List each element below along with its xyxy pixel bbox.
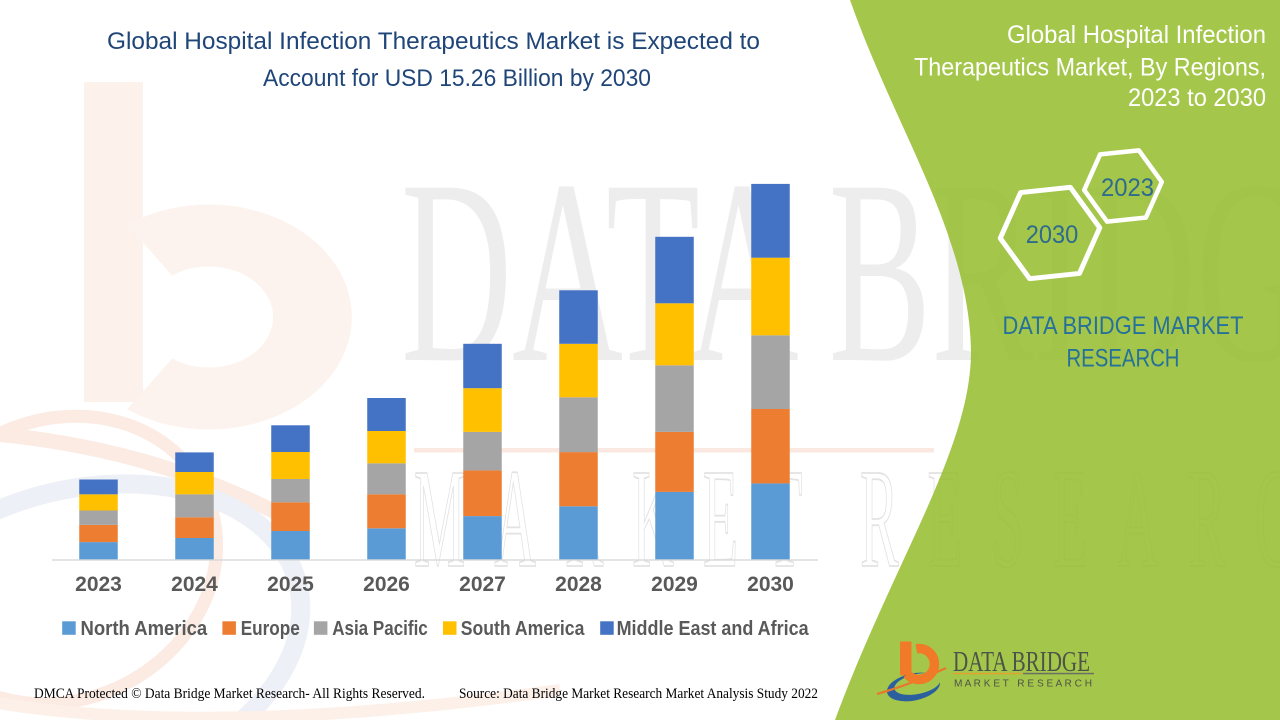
svg-text:2026: 2026	[363, 573, 410, 596]
svg-text:Europe: Europe	[241, 618, 300, 640]
svg-text:Global Hospital Infection: Global Hospital Infection	[1007, 21, 1266, 49]
svg-text:Middle East and Africa: Middle East and Africa	[617, 618, 810, 640]
svg-text:Asia Pacific: Asia Pacific	[332, 618, 428, 640]
svg-text:2030: 2030	[1026, 221, 1079, 249]
svg-text:2023: 2023	[75, 573, 122, 596]
svg-text:North America: North America	[81, 618, 209, 640]
svg-text:2025: 2025	[267, 573, 314, 596]
svg-text:2024: 2024	[171, 573, 218, 596]
svg-text:Therapeutics Market, By Region: Therapeutics Market, By Regions,	[914, 54, 1266, 82]
svg-text:2028: 2028	[555, 573, 602, 596]
svg-text:Source: Data Bridge Market Res: Source: Data Bridge Market Research Mark…	[459, 686, 818, 702]
svg-text:2030: 2030	[747, 573, 794, 596]
svg-text:DATA BRIDGE MARKET: DATA BRIDGE MARKET	[1003, 312, 1244, 340]
svg-text:DMCA Protected © Data Bridge M: DMCA Protected © Data Bridge Market Rese…	[34, 686, 425, 702]
svg-text:M A R K E T R E S E A R C H: M A R K E T R E S E A R C H	[954, 679, 1092, 690]
svg-text:Account for USD 15.26 Billion: Account for USD 15.26 Billion by 2030	[263, 65, 651, 92]
svg-text:South America: South America	[461, 618, 585, 640]
svg-text:2023: 2023	[1101, 174, 1154, 202]
svg-text:2023 to 2030: 2023 to 2030	[1128, 84, 1266, 112]
svg-text:2027: 2027	[459, 573, 506, 596]
svg-text:RESEARCH: RESEARCH	[1067, 345, 1180, 373]
svg-text:DATA BRIDGE: DATA BRIDGE	[953, 647, 1090, 678]
svg-text:2029: 2029	[651, 573, 698, 596]
svg-text:Global Hospital Infection Ther: Global Hospital Infection Therapeutics M…	[107, 28, 760, 55]
